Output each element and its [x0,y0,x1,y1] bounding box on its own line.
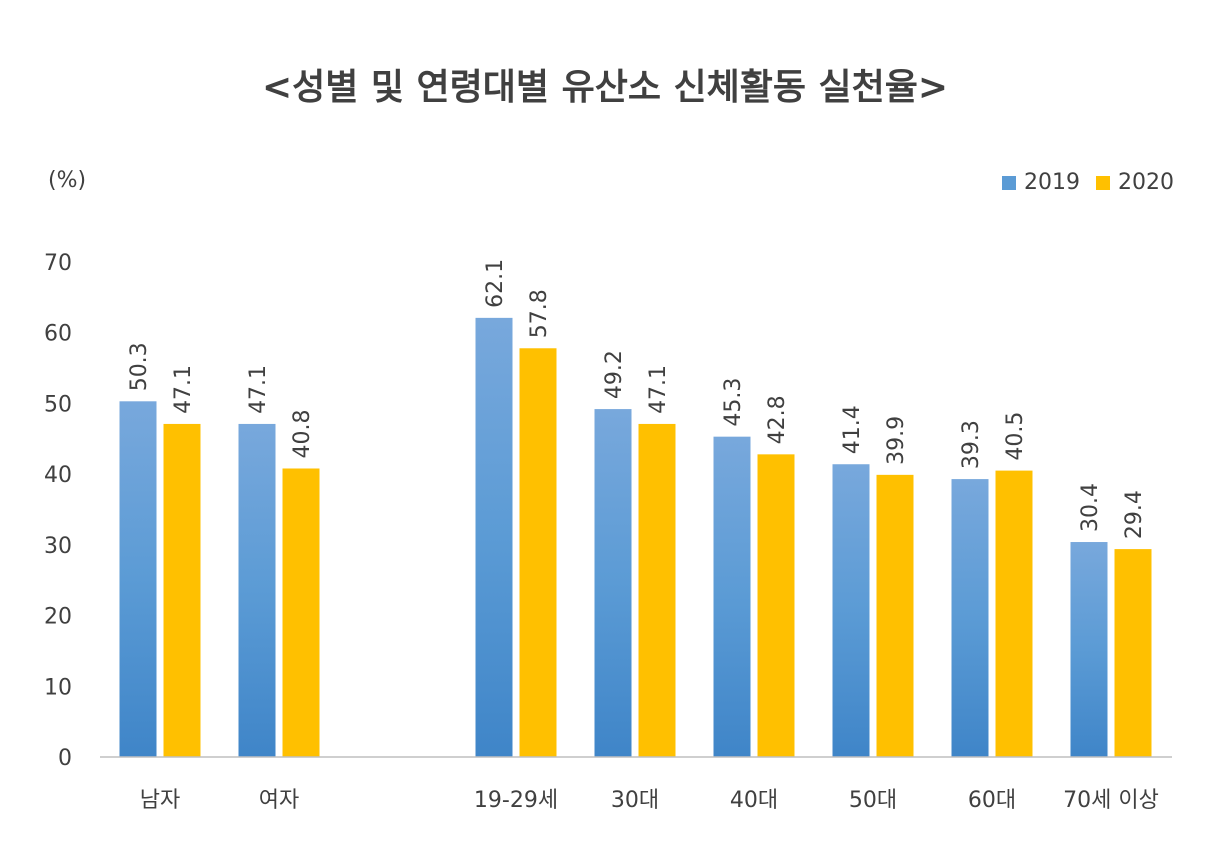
bar-2019-3 [594,409,632,757]
bar-2019-1 [238,423,276,757]
bar-2020-5 [876,474,914,757]
legend-swatch-2020 [1096,175,1110,190]
value-label-2019-2: 62.1 [483,259,508,308]
bar-2020-3 [638,423,676,757]
x-category-label: 여자 [259,788,299,813]
x-category-label: 30대 [611,788,659,813]
value-label-2019-1: 47.1 [246,365,271,414]
bar-2019-0 [119,401,157,757]
bar-2019-6 [951,479,989,757]
bar-2019-4 [713,436,751,757]
value-label-2019-7: 30.4 [1078,483,1103,532]
y-tick-label: 70 [44,251,72,276]
legend-label-2020: 2020 [1118,170,1174,195]
value-label-2020-2: 57.8 [527,289,552,338]
value-label-2020-5: 39.9 [884,416,909,465]
bar-2020-6 [995,470,1033,757]
y-tick-label: 0 [58,746,72,771]
y-tick-label: 50 [44,392,72,417]
value-label-2019-5: 41.4 [840,405,865,454]
x-category-label: 60대 [968,788,1016,813]
y-tick-label: 10 [44,675,72,700]
bar-2020-1 [282,468,320,757]
y-axis-ticks: 0 10 20 30 40 50 60 70 [44,251,72,771]
value-label-2020-4: 42.8 [765,395,790,444]
legend-item-2020: 2020 [1096,170,1174,195]
value-label-2019-3: 49.2 [602,350,627,399]
y-tick-label: 60 [44,322,72,347]
value-labels: 50.3 47.1 47.1 40.8 62.1 57.8 49.2 47.1 45.3 42.8… [127,259,1147,539]
value-label-2020-0: 47.1 [171,365,196,414]
bar-2020-7 [1114,549,1152,757]
y-tick-label: 20 [44,605,72,630]
value-label-2020-6: 40.5 [1003,412,1028,461]
x-category-label: 40대 [730,788,778,813]
x-category-label: 50대 [849,788,897,813]
bar-2019-2 [475,317,513,757]
y-axis-unit-label: (%) [48,168,87,193]
value-label-2020-1: 40.8 [290,410,315,459]
value-label-2020-7: 29.4 [1122,490,1147,539]
value-label-2019-6: 39.3 [959,420,984,469]
y-tick-label: 30 [44,534,72,559]
value-label-2019-0: 50.3 [127,342,152,391]
bars [119,317,1152,757]
value-label-2020-3: 47.1 [646,365,671,414]
value-label-2019-4: 45.3 [721,378,746,427]
bar-2020-0 [163,423,201,757]
legend: 2019 2020 [986,170,1174,195]
bar-2020-2 [519,348,557,757]
bar-2020-4 [757,454,795,757]
bar-2019-7 [1070,542,1108,757]
chart-title: <성별 및 연령대별 유산소 신체활동 실천율> [261,67,949,108]
legend-label-2019: 2019 [1024,170,1080,195]
bar-2019-5 [832,464,870,757]
y-tick-label: 40 [44,463,72,488]
x-category-label: 남자 [140,788,180,813]
x-category-label: 70세 이상 [1063,788,1159,813]
x-category-label: 19-29세 [474,788,558,813]
legend-item-2019: 2019 [1002,170,1080,195]
x-axis-labels: 남자 여자 19-29세 30대 40대 50대 60대 70세 이상 [140,788,1159,813]
legend-swatch-2019 [1002,175,1016,190]
